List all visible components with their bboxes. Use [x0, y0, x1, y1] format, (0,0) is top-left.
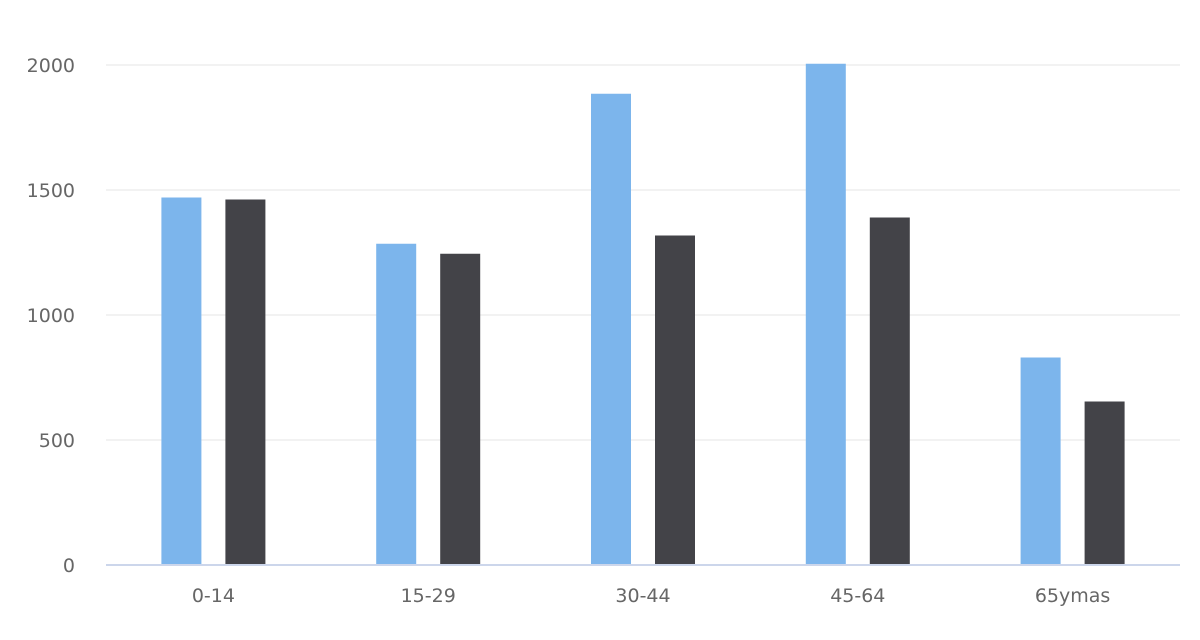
bar-series-1-30-44	[591, 93, 631, 565]
bar-series-2-0-14	[225, 199, 266, 565]
x-tick-label: 0-14	[192, 585, 235, 607]
y-tick-label: 1500	[27, 180, 75, 202]
x-axis-tick-labels: 0-14 15-29 30-44 45-64 65ymas	[192, 585, 1111, 607]
y-tick-label: 2000	[27, 55, 75, 77]
x-tick-label: 15-29	[401, 585, 456, 607]
bar-series-1-15-29	[376, 243, 417, 565]
y-tick-label: 500	[39, 430, 75, 452]
x-tick-label: 65ymas	[1035, 585, 1110, 607]
y-tick-label: 1000	[27, 305, 75, 327]
bar-series-2-65ymas	[1084, 401, 1125, 565]
bar-series-1-45-64	[805, 63, 846, 565]
x-tick-label: 30-44	[615, 585, 670, 607]
bar-series-2-45-64	[869, 217, 910, 565]
bar-series-1-0-14	[161, 197, 202, 565]
bars	[161, 63, 1125, 565]
gridlines	[106, 64, 1180, 441]
bar-series-2-15-29	[440, 253, 481, 565]
y-axis-tick-labels: 0 500 1000 1500 2000	[27, 55, 75, 577]
bar-series-2-30-44	[655, 235, 695, 565]
y-tick-label: 0	[63, 555, 75, 577]
x-tick-label: 45-64	[830, 585, 885, 607]
bar-series-1-65ymas	[1020, 357, 1061, 565]
